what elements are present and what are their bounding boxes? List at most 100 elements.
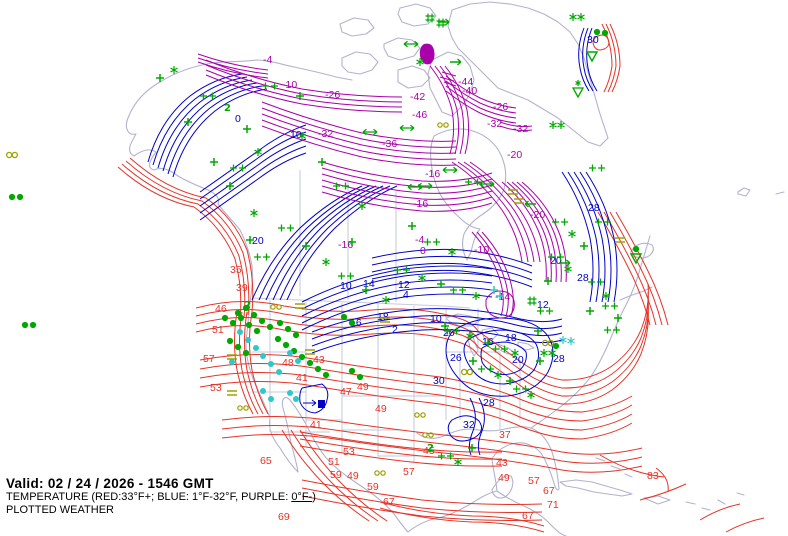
station-symbol-dotc (260, 388, 266, 394)
ellesmere-island (397, 3, 437, 27)
station-symbol-dot (292, 331, 300, 339)
station-symbol-dast (548, 120, 566, 130)
contour-label: 28 (577, 272, 589, 284)
station-symbol-ast (567, 229, 577, 239)
contour-label: 10 (340, 280, 352, 292)
contour-label: 10 (430, 313, 442, 325)
station-symbol-dotc (260, 353, 266, 359)
atlantic-coast (530, 235, 651, 429)
station-symbol-dast (568, 12, 586, 22)
station-symbol-plus (468, 356, 478, 366)
station-symbol-dot (322, 371, 330, 379)
contour-label: 57 (528, 475, 540, 487)
station-symbol-ast (526, 390, 536, 400)
station-symbol-darr (399, 124, 415, 132)
blue-contours-1F-32F (147, 27, 618, 456)
contour-label: 48 (282, 357, 294, 369)
station-symbol-dot (266, 323, 274, 331)
station-symbol-dplus (601, 301, 619, 311)
contour-label: 67 (543, 485, 555, 497)
station-symbol-dotc (287, 390, 293, 396)
contour-label: 20 (252, 235, 264, 247)
station-symbol-dot (242, 349, 250, 357)
station-symbol-dot (221, 314, 229, 322)
station-symbol-dplus (253, 252, 271, 262)
contour-label: -16 (338, 239, 353, 251)
contour-label: -10 (474, 244, 489, 256)
station-symbol-plus (407, 221, 417, 231)
station-symbol-hash (435, 17, 447, 29)
contour-label: 53 (210, 382, 222, 394)
station-symbol-tria (572, 79, 584, 98)
station-symbol-dotc (276, 369, 282, 375)
station-symbol-dot (234, 309, 242, 317)
station-symbol-dplus (277, 223, 295, 233)
station-symbol-ast (321, 257, 331, 267)
valid-time-label: Valid: 02 / 24 / 2026 - 1546 GMT (6, 476, 214, 491)
station-symbol-dot (226, 337, 234, 345)
station-symbol-dot (284, 325, 292, 333)
contour-label: 47 (340, 386, 352, 398)
legend-suffix-text: ) (312, 491, 316, 503)
contour-label: 14 (363, 278, 375, 290)
station-symbol-dotc (245, 337, 251, 343)
arctic-island-4 (339, 17, 375, 37)
arctic-island-3 (397, 65, 431, 89)
contour-label: 39 (236, 282, 248, 294)
contour-label: 49 (357, 381, 369, 393)
station-symbol-ast (563, 264, 573, 274)
station-symbol-plus (242, 124, 252, 134)
contour-label: 43 (313, 354, 325, 366)
contour-label: -20 (530, 209, 545, 221)
caption-block: Valid: 02 / 24 / 2026 - 1546 GMT TEMPERA… (6, 476, 316, 517)
lake-erie (497, 343, 517, 355)
station-symbol-oo (437, 122, 449, 128)
station-symbol-eq (226, 390, 238, 396)
contour-label: 53 (343, 446, 355, 458)
station-symbol-sq (427, 443, 434, 454)
contour-label: -32 (487, 118, 502, 130)
contour-label: 20 (443, 327, 455, 339)
station-symbol-dot (245, 321, 253, 329)
lesser-antilles (685, 492, 745, 511)
station-symbol-dot (8, 193, 16, 201)
lake-huron (481, 327, 499, 341)
contour-label: -36 (382, 138, 397, 150)
station-symbol-dot (234, 343, 242, 351)
newfoundland (630, 242, 654, 259)
station-symbol-sq (244, 300, 251, 311)
contour-label: -26 (325, 89, 340, 101)
contour-label: 59 (330, 469, 342, 481)
contour-label: -20 (507, 149, 522, 161)
contour-label: -44 (458, 76, 473, 88)
plotted-weather-label: PLOTTED WEATHER (6, 504, 114, 516)
contour-label: 30 (587, 34, 599, 46)
station-symbol-dot (16, 193, 24, 201)
station-symbol-dotc (237, 329, 243, 335)
hispaniola (643, 495, 671, 505)
contour-label: 41 (310, 419, 322, 431)
alaska-north-coast (127, 59, 353, 119)
contour-label: -4 (263, 54, 272, 66)
station-symbol-sq (224, 103, 231, 114)
contour-label: 20 (550, 255, 562, 267)
station-symbol-plus (209, 157, 219, 167)
pacific-coast (125, 117, 409, 533)
gulf-coast-florida (407, 426, 560, 533)
contour-label: -16 (413, 198, 428, 210)
station-symbol-dot (314, 365, 322, 373)
arctic-island-1 (341, 51, 379, 75)
station-symbol-dot (593, 28, 601, 36)
contour-label: 51 (328, 456, 340, 468)
contour-label: 28 (553, 353, 565, 365)
station-symbol-ast (249, 208, 259, 218)
station-symbol-dotc (268, 361, 274, 367)
station-symbol-darr (442, 166, 458, 174)
baffin-island (427, 51, 475, 117)
station-symbol-dot (21, 321, 29, 329)
station-symbol-dotc (253, 345, 259, 351)
station-symbol-plus (585, 306, 595, 316)
station-symbol-eq (513, 198, 525, 204)
contour-label: 12 (398, 279, 410, 291)
